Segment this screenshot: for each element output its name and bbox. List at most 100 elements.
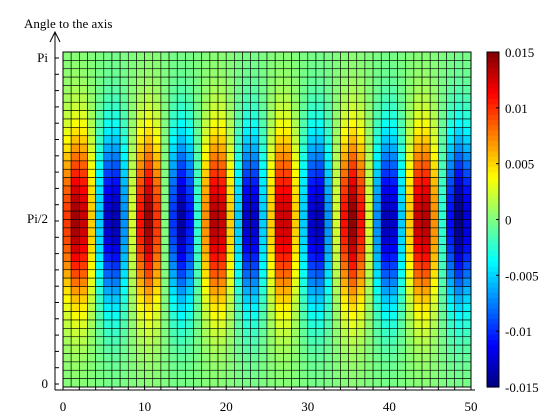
heatmap-cell <box>119 60 129 70</box>
heatmap-cell <box>397 328 407 338</box>
heatmap-cell <box>274 269 284 279</box>
heatmap-cell <box>291 101 300 111</box>
colorbar-segment <box>487 62 499 69</box>
heatmap-cell <box>234 143 243 153</box>
heatmap-cell <box>62 177 72 187</box>
heatmap-cell <box>103 336 113 346</box>
heatmap-cell <box>397 85 407 95</box>
heatmap-cell <box>209 60 219 70</box>
heatmap-cell <box>185 319 194 329</box>
heatmap-cell <box>119 328 129 338</box>
heatmap-cell <box>160 127 170 137</box>
heatmap-cell <box>291 60 300 70</box>
heatmap-cell <box>340 361 349 371</box>
heatmap-cell <box>364 344 374 354</box>
heatmap-cell <box>234 202 243 212</box>
heatmap-cell <box>144 369 154 379</box>
heatmap-cell <box>242 219 251 229</box>
heatmap-cell <box>389 378 398 388</box>
heatmap-cell <box>70 269 80 279</box>
heatmap-cell <box>201 143 211 153</box>
heatmap-cell <box>340 68 349 78</box>
heatmap-cell <box>348 286 358 296</box>
heatmap-cell <box>136 252 145 262</box>
heatmap-cell <box>119 110 129 120</box>
heatmap-cell <box>283 353 292 363</box>
heatmap-cell <box>209 85 219 95</box>
heatmap-cell <box>315 152 325 162</box>
heatmap-cell <box>103 51 113 61</box>
heatmap-cell <box>103 160 113 170</box>
heatmap-cell <box>364 319 374 329</box>
heatmap-cell <box>274 185 284 195</box>
heatmap-cell <box>421 68 431 78</box>
heatmap-cell <box>111 185 121 195</box>
heatmap-cell <box>299 152 309 162</box>
heatmap-cell <box>103 319 113 329</box>
heatmap-cell <box>389 353 398 363</box>
heatmap-cell <box>348 244 358 254</box>
heatmap-cell <box>160 85 170 95</box>
heatmap-cell <box>421 252 431 262</box>
heatmap-cell <box>389 210 398 220</box>
heatmap-cell <box>405 127 415 137</box>
heatmap-cell <box>315 244 325 254</box>
heatmap-cell <box>144 118 154 128</box>
heatmap-cell <box>421 319 431 329</box>
heatmap-cell <box>397 252 407 262</box>
heatmap-cell <box>274 319 284 329</box>
heatmap-cell <box>413 311 423 321</box>
heatmap-cell <box>446 118 455 128</box>
heatmap-cell <box>372 110 382 120</box>
heatmap-cell <box>364 93 374 103</box>
heatmap-cell <box>201 252 211 262</box>
heatmap-cell <box>315 269 325 279</box>
heatmap-cell <box>87 210 96 220</box>
heatmap-cell <box>356 135 366 145</box>
heatmap-cell <box>111 210 121 220</box>
heatmap-cell <box>258 252 268 262</box>
heatmap-cell <box>340 93 349 103</box>
heatmap-cell <box>454 202 464 212</box>
heatmap-cell <box>152 85 162 95</box>
heatmap-cell <box>225 277 235 287</box>
heatmap-cell <box>127 261 137 271</box>
heatmap-cell <box>152 269 162 279</box>
heatmap-cell <box>201 60 211 70</box>
heatmap-cell <box>380 76 390 86</box>
heatmap-cell <box>372 302 382 312</box>
heatmap-cell <box>421 168 431 178</box>
heatmap-cell <box>438 51 447 61</box>
heatmap-cell <box>454 68 464 78</box>
heatmap-cell <box>462 286 472 296</box>
heatmap-cell <box>111 369 121 379</box>
heatmap-cell <box>209 252 219 262</box>
heatmap-cell <box>209 369 219 379</box>
heatmap-cell <box>209 160 219 170</box>
heatmap-cell <box>62 244 72 254</box>
heatmap-cell <box>356 60 366 70</box>
heatmap-cell <box>405 378 415 388</box>
heatmap-cell <box>152 127 162 137</box>
heatmap-cell <box>152 152 162 162</box>
heatmap-cell <box>446 160 455 170</box>
heatmap-cell <box>421 101 431 111</box>
heatmap-cell <box>127 235 137 245</box>
heatmap-cell <box>160 319 170 329</box>
colorbar-segment <box>487 292 499 299</box>
heatmap-cell <box>62 202 72 212</box>
heatmap-cell <box>315 202 325 212</box>
heatmap-cell <box>258 277 268 287</box>
heatmap-cell <box>250 118 260 128</box>
heatmap-cell <box>380 127 390 137</box>
heatmap-cell <box>454 361 464 371</box>
heatmap-cell <box>405 202 415 212</box>
heatmap-cell <box>266 168 276 178</box>
heatmap-cell <box>70 227 80 237</box>
heatmap-cell <box>462 93 472 103</box>
heatmap-cell <box>446 185 455 195</box>
colorbar-segment <box>487 287 499 294</box>
heatmap-cell <box>397 210 407 220</box>
heatmap-cell <box>185 235 194 245</box>
heatmap-cell <box>95 336 105 346</box>
